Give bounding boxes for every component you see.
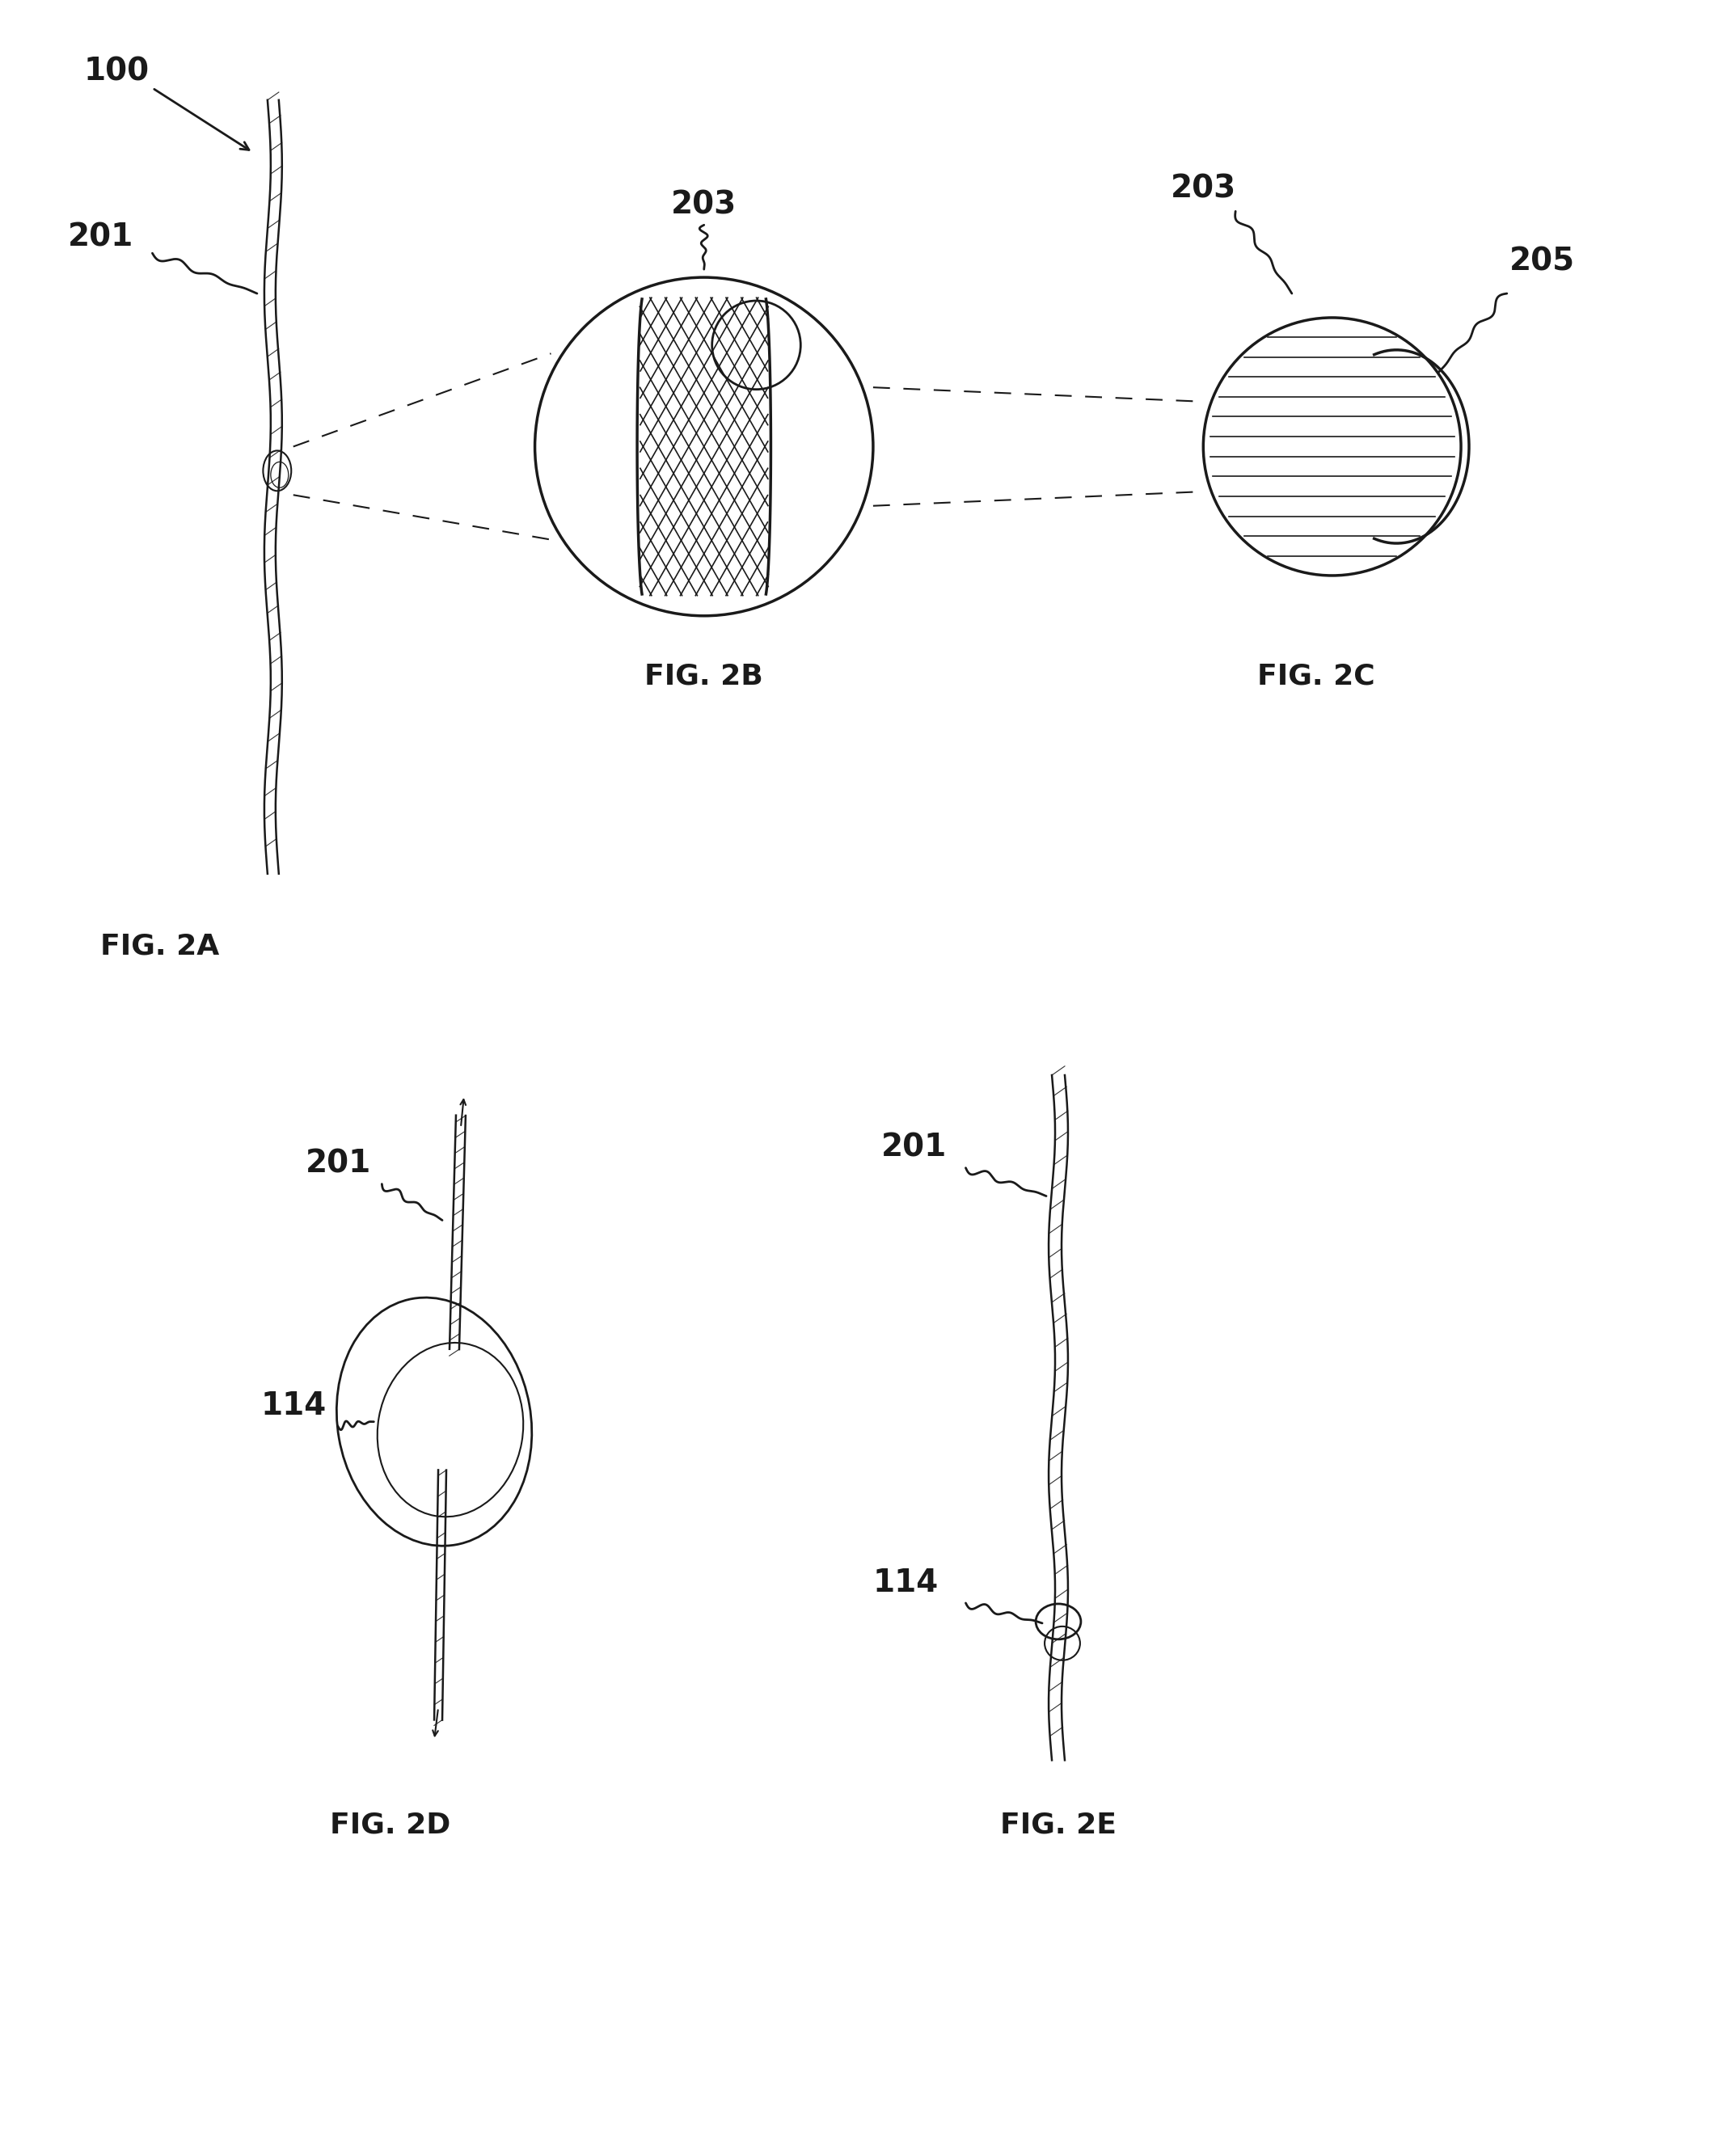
Text: FIG. 2B: FIG. 2B <box>644 662 763 690</box>
Text: 205: 205 <box>1510 246 1575 276</box>
Text: 203: 203 <box>672 190 737 220</box>
Circle shape <box>1203 317 1460 576</box>
Text: 203: 203 <box>1171 172 1236 205</box>
Text: 201: 201 <box>69 222 134 252</box>
Text: FIG. 2E: FIG. 2E <box>999 1811 1116 1839</box>
Text: 201: 201 <box>881 1132 946 1162</box>
Text: FIG. 2D: FIG. 2D <box>329 1811 451 1839</box>
Text: 114: 114 <box>872 1567 939 1598</box>
Text: 114: 114 <box>261 1391 327 1421</box>
Text: 100: 100 <box>84 56 149 86</box>
Text: FIG. 2C: FIG. 2C <box>1256 662 1375 690</box>
Text: FIG. 2A: FIG. 2A <box>99 934 219 959</box>
Text: 201: 201 <box>305 1149 370 1179</box>
